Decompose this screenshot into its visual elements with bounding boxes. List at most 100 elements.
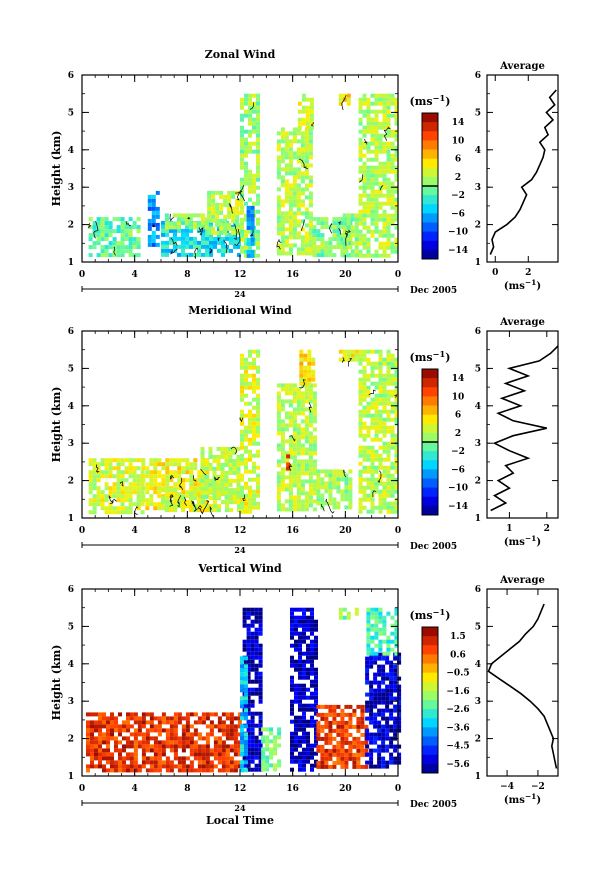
heatmap-cell [370, 449, 375, 454]
heatmap-cell [256, 473, 260, 478]
heatmap-cell [96, 486, 101, 491]
heatmap-cell [256, 441, 260, 446]
heatmap-cell [189, 470, 194, 475]
heatmap-cell [208, 482, 213, 487]
heatmap-cell [177, 474, 182, 479]
heatmap-cell [224, 458, 229, 463]
heatmap-cell [86, 724, 90, 729]
heatmap-cell [382, 377, 387, 382]
heatmap-cell [201, 752, 206, 757]
heatmap-cell [310, 659, 314, 664]
heatmap-cell [176, 217, 181, 222]
heatmap-cell [145, 502, 150, 507]
heatmap-cell [300, 243, 305, 248]
heatmap-cell [240, 676, 244, 681]
heatmap-cell [320, 756, 325, 761]
heatmap-cell [240, 397, 244, 402]
heatmap-cell [314, 627, 318, 632]
heatmap-cell [124, 466, 129, 471]
profile-y-tick-label: 4 [475, 402, 481, 412]
heatmap-cell [205, 756, 210, 761]
heatmap-cell [161, 720, 166, 725]
heatmap-cell [96, 470, 101, 475]
heatmap-cell [294, 735, 298, 740]
heatmap-cell [120, 494, 125, 499]
heatmap-cell [145, 728, 150, 733]
heatmap-cell [302, 711, 306, 716]
heatmap-cell [342, 357, 347, 362]
heatmap-cell [306, 659, 310, 664]
heatmap-cell [256, 173, 260, 178]
heatmap-cell [185, 764, 190, 769]
heatmap-cell [106, 736, 110, 741]
heatmap-cell [229, 488, 233, 493]
heatmap-cell [374, 197, 379, 202]
heatmap-cell [385, 716, 390, 721]
heatmap-cell [310, 695, 314, 700]
heatmap-cell [369, 680, 374, 685]
contour-line [194, 247, 199, 260]
heatmap-cell [298, 647, 302, 652]
heatmap-cell [212, 490, 217, 495]
heatmap-cell [157, 724, 162, 729]
heatmap-cell [205, 752, 210, 757]
heatmap-cell [201, 768, 206, 773]
heatmap-cell [290, 747, 294, 752]
heatmap-cell [314, 751, 318, 756]
heatmap-cell [108, 474, 113, 479]
heatmap-cell [389, 744, 394, 749]
heatmap-cell [248, 401, 252, 406]
heatmap-cell [128, 225, 133, 230]
heatmap-cell [205, 768, 210, 773]
heatmap-cell [231, 210, 236, 215]
heatmap-cell [128, 506, 133, 511]
heatmap-cell [151, 202, 156, 207]
heatmap-cell [246, 743, 251, 748]
heatmap-cell [354, 233, 359, 238]
heatmap-cell [189, 768, 194, 773]
heatmap-cell [165, 744, 170, 749]
heatmap-cell [370, 213, 375, 218]
heatmap-cell [324, 481, 329, 486]
heatmap-cell [104, 253, 109, 258]
heatmap-cell [88, 498, 93, 503]
heatmap-cell [244, 377, 248, 382]
heatmap-cell [200, 466, 205, 471]
heatmap-cell [205, 232, 209, 237]
heatmap-cell [244, 676, 248, 681]
heatmap-cell [296, 235, 301, 240]
heatmap-cell [374, 449, 379, 454]
heatmap-cell [197, 492, 201, 497]
heatmap-cell [88, 233, 93, 238]
heatmap-cell [352, 736, 357, 741]
heatmap-cell [229, 500, 233, 505]
heatmap-cell [385, 708, 390, 713]
heatmap-cell [120, 478, 125, 483]
heatmap-cell [364, 724, 369, 729]
heatmap-cell [157, 768, 162, 773]
heatmap-cell [211, 230, 216, 235]
heatmap-cell [382, 245, 387, 250]
heatmap-cell [229, 748, 234, 753]
heatmap-cell [374, 611, 379, 616]
heatmap-cell [393, 744, 398, 749]
heatmap-cell [362, 97, 367, 102]
heatmap-cell [197, 488, 201, 493]
heatmap-cell [252, 461, 256, 466]
heatmap-cell [276, 395, 281, 400]
heatmap-cell [382, 145, 387, 150]
heatmap-cell [276, 159, 281, 164]
heatmap-cell [294, 699, 298, 704]
heatmap-cell [256, 489, 260, 494]
heatmap-cell [104, 249, 109, 254]
heatmap-cell [385, 704, 390, 709]
heatmap-cell [378, 473, 383, 478]
heatmap-cell [294, 691, 298, 696]
heatmap-cell [324, 473, 329, 478]
heatmap-cell [205, 228, 209, 233]
heatmap-cell [244, 109, 248, 114]
heatmap-cell [369, 712, 374, 717]
heatmap-cell [177, 500, 181, 505]
heatmap-cell [332, 752, 337, 757]
heatmap-cell [352, 752, 357, 757]
